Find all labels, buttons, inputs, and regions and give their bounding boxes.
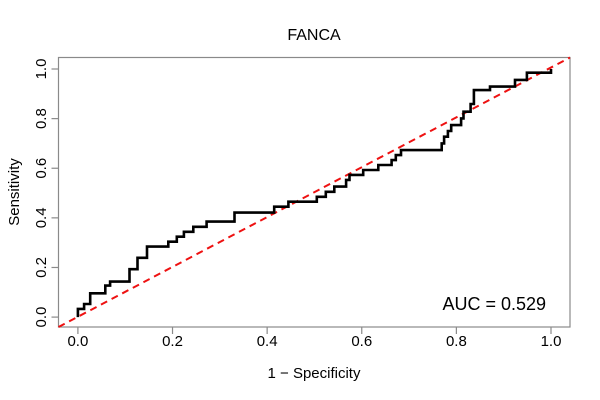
y-tick-label: 0.4 bbox=[33, 207, 50, 228]
x-tick-label: 0.4 bbox=[257, 333, 278, 350]
diagonal-reference-line bbox=[58, 56, 571, 328]
y-axis-label: Sensitivity bbox=[6, 158, 23, 226]
y-tick-label: 0.6 bbox=[33, 158, 50, 179]
axes-and-curves: 0.0 0.2 0.4 0.6 0.8 1.0 0.0 0.2 0.4 0.6 0.8 1.0 bbox=[33, 56, 571, 350]
chart-title: FANCA bbox=[287, 27, 341, 44]
roc-curve-path bbox=[76, 69, 553, 318]
x-tick-label: 0.8 bbox=[446, 333, 467, 350]
x-axis-label: 1 − Specificity bbox=[268, 365, 361, 382]
x-tick-label: 0.6 bbox=[351, 333, 372, 350]
plot-box bbox=[57, 56, 571, 328]
y-tick-label: 0.8 bbox=[33, 108, 50, 129]
x-tick-label: 1.0 bbox=[541, 333, 562, 350]
y-tick-label: 1.0 bbox=[33, 59, 50, 80]
x-tick-label: 0.2 bbox=[162, 333, 183, 350]
x-tick-label: 0.0 bbox=[67, 333, 88, 350]
auc-annotation: AUC = 0.529 bbox=[442, 294, 546, 314]
y-tick-label: 0.2 bbox=[33, 257, 50, 278]
y-tick-label: 0.0 bbox=[33, 307, 50, 328]
